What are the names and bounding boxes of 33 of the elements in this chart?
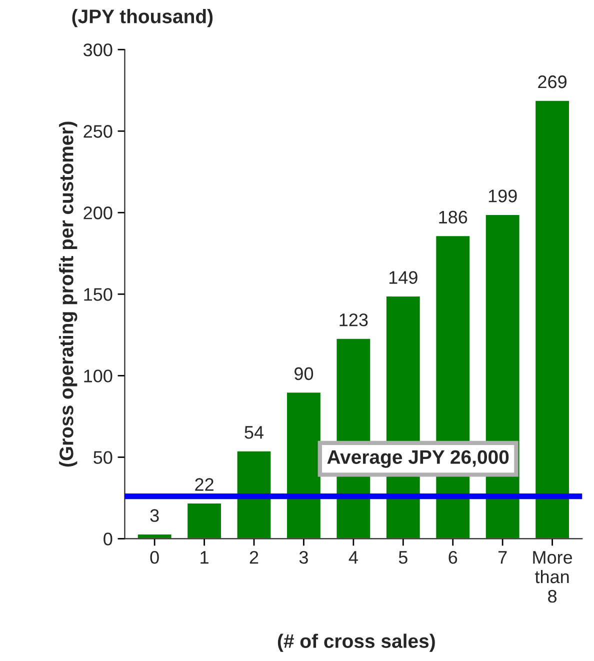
x-tick-label: 2 — [250, 550, 258, 564]
chart-title: (JPY thousand) — [72, 9, 213, 28]
x-tick-label: 0 — [150, 550, 159, 564]
data-label: 22 — [195, 478, 214, 491]
data-label: 186 — [439, 210, 468, 224]
x-tick-label: 7 — [498, 551, 507, 564]
data-label: 90 — [294, 367, 314, 380]
data-label: 199 — [488, 190, 517, 202]
data-label: 3 — [150, 509, 159, 522]
bar — [534, 99, 570, 539]
x-axis-title: (# of cross sales) — [278, 634, 435, 652]
x-tick-label: 1 — [200, 551, 208, 564]
ref-line-label: Average JPY 26,000 — [327, 450, 509, 468]
x-tick-label: 4 — [348, 551, 358, 564]
y-tick-label: 50 — [94, 451, 112, 464]
y-tick-label: 250 — [84, 125, 112, 138]
data-label: 123 — [340, 313, 368, 326]
bar — [136, 533, 173, 539]
y-tick-label: 300 — [84, 44, 112, 56]
x-tick-label: 6 — [448, 550, 458, 564]
x-tick-label: 3 — [299, 550, 308, 564]
data-label: 269 — [538, 75, 566, 88]
bar — [236, 450, 272, 539]
data-label: 149 — [389, 271, 418, 284]
bar — [186, 502, 222, 539]
x-tick-label: More than 8 — [533, 551, 572, 603]
y-tick-label: 150 — [84, 288, 112, 301]
y-tick-label: 0 — [104, 532, 112, 546]
y-tick-label: 100 — [84, 370, 112, 382]
y-axis-title: (Gross operating profit per customer) — [59, 122, 78, 467]
y-tick-label: 200 — [84, 206, 112, 220]
data-label: 54 — [244, 426, 264, 439]
x-tick-label: 5 — [398, 551, 408, 564]
